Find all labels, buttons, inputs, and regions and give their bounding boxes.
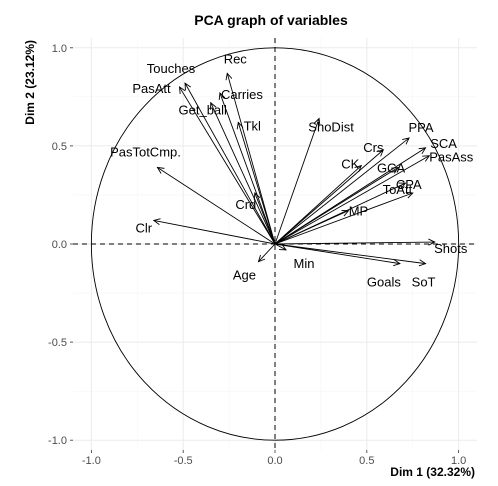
arrow-ck — [274, 165, 362, 245]
arrowhead-carries — [218, 91, 226, 100]
label-age: Age — [233, 268, 256, 283]
arrow-crs — [274, 149, 384, 245]
arrow-min — [274, 243, 287, 251]
arrowhead-tkl — [236, 121, 244, 130]
arrow-layer — [152, 72, 436, 267]
arrowhead-sca — [418, 147, 427, 155]
arrowhead-ck — [354, 164, 363, 173]
y-tick-label: 1.0 — [52, 43, 67, 55]
arrow-get-ball — [210, 102, 276, 245]
arrow-shots — [274, 241, 435, 245]
arrow-ppa — [274, 137, 410, 245]
arrow-age — [258, 243, 276, 262]
arrow-pasass — [274, 155, 430, 245]
x-tick-label: 0.5 — [359, 455, 374, 467]
arrowhead-age — [257, 254, 266, 263]
label-mp: MP — [349, 204, 369, 219]
arrowhead-rec — [225, 72, 233, 81]
arrow-mp — [274, 210, 349, 245]
label-touches: Touches — [147, 61, 196, 76]
y-tick-label: -0.5 — [48, 337, 67, 349]
label-pasass: PasAss — [429, 150, 474, 165]
arrow-rec — [226, 73, 276, 245]
arrowhead-goals — [393, 259, 401, 267]
arrowhead-clr — [152, 218, 161, 226]
label-pasatt: PasAtt — [132, 81, 171, 96]
arrow-gca — [274, 167, 399, 245]
arrowhead-mp — [341, 210, 350, 217]
arrow-sot — [274, 243, 426, 265]
tick-layer: -1.0 -0.5 0.0 0.5 1.0 -1.0 -0.5 0.0 0.5 1.0 — [48, 43, 466, 467]
arrow-crd — [254, 192, 276, 245]
arrowhead-pasass — [422, 155, 431, 162]
arrow-pastotcmp — [157, 167, 276, 245]
arrowhead-touches — [184, 82, 192, 91]
x-tick-label: -0.5 — [174, 455, 193, 467]
label-ppa: PPA — [409, 120, 434, 135]
label-min: Min — [294, 256, 315, 271]
arrowhead-get-ball — [210, 101, 217, 110]
x-tick-label: 0.0 — [267, 455, 282, 467]
label-sot: SoT — [412, 275, 436, 290]
label-carries: Carries — [221, 87, 263, 102]
label-crd: Crd — [235, 197, 256, 212]
label-gca: GCA — [377, 160, 406, 175]
arrow-touches — [184, 82, 276, 245]
label-rec: Rec — [224, 51, 248, 66]
arrow-cpa — [274, 192, 413, 245]
arrowhead-crd — [253, 192, 261, 201]
arrow-goals — [274, 243, 400, 265]
arrowhead-cpa — [405, 191, 414, 199]
label-tkl: Tkl — [244, 118, 261, 133]
chart-title: PCA graph of variables — [194, 12, 348, 28]
arrowhead-toatt — [398, 182, 407, 189]
label-shodist: ShoDist — [308, 119, 354, 134]
arrow-shodist — [274, 118, 320, 245]
y-tick-label: 0.5 — [52, 141, 67, 153]
arrowhead-min — [279, 243, 287, 251]
arrowhead-shots — [428, 238, 436, 246]
arrow-tkl — [237, 122, 276, 245]
label-clr: Clr — [135, 220, 152, 235]
label-crs: Crs — [363, 140, 384, 155]
arrowhead-sot — [418, 259, 427, 267]
x-tick-label: 1.0 — [451, 455, 466, 467]
arrowhead-ppa — [402, 137, 410, 145]
label-toatt: ToAtt — [383, 182, 413, 197]
label-goals: Goals — [367, 275, 401, 290]
arrowhead-pasatt — [178, 86, 186, 95]
label-cpa: CPA — [396, 177, 422, 192]
arrowhead-shodist — [313, 117, 321, 126]
x-axis-title: Dim 1 (32.32%) — [390, 465, 475, 479]
y-tick-label: 0.0 — [52, 239, 67, 251]
arrow-pasatt — [179, 86, 276, 245]
x-tick-label: -1.0 — [82, 455, 101, 467]
y-tick-label: -1.0 — [48, 435, 67, 447]
label-pastotcmp: PasTotCmp. — [110, 144, 181, 159]
label-ck: CK — [341, 157, 359, 172]
arrow-carries — [219, 92, 276, 245]
label-get-ball: Get_ball — [179, 103, 228, 118]
arrowhead-crs — [376, 149, 385, 157]
arrowhead-pastotcmp — [156, 166, 165, 174]
label-sca: SCA — [430, 136, 457, 151]
arrowhead-gca — [391, 166, 399, 174]
arrow-clr — [153, 220, 276, 245]
label-shots: Shots — [434, 241, 468, 256]
y-axis-title: Dim 2 (23.12%) — [23, 40, 37, 125]
